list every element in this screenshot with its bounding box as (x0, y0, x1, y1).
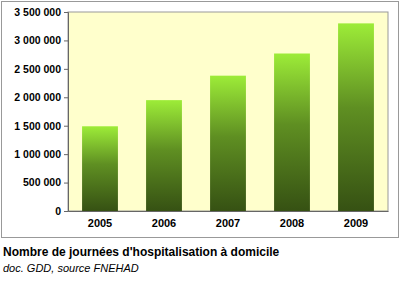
x-tick-label: 2006 (152, 217, 176, 229)
chart: 0 500 000 1 000 000 1 500 000 2 000 000 2 500… (0, 0, 402, 283)
y-tick-label: 1 500 000 (14, 120, 61, 132)
y-tick: 3 500 000 (14, 6, 68, 18)
y-tick-mark (64, 154, 68, 155)
y-axis-line (64, 13, 69, 212)
x-tick-label: 2009 (344, 217, 368, 229)
y-tick: 2 500 000 (14, 63, 68, 75)
subtitle: doc. GDD, source FNEHAD (3, 262, 139, 274)
plot-area (68, 12, 388, 211)
x-axis-line (69, 211, 389, 212)
y-tick-label: 3 500 000 (14, 6, 61, 18)
bar (274, 54, 310, 211)
y-tick: 1 500 000 (14, 120, 68, 132)
y-tick: 3 000 000 (14, 34, 68, 46)
y-tick-label: 3 000 000 (14, 34, 61, 46)
x-tick-label: 2007 (216, 217, 240, 229)
x-tick: 2005 (88, 211, 112, 229)
y-tick-label: 500 000 (23, 176, 61, 188)
y-tick-mark (64, 40, 68, 41)
x-tick: 2009 (344, 211, 368, 229)
y-tick-mark (64, 12, 68, 13)
chart-frame (2, 2, 399, 238)
bar (210, 76, 246, 211)
y-tick: 1 000 000 (14, 148, 68, 160)
y-tick: 2 000 000 (14, 91, 68, 103)
x-tick: 2008 (280, 211, 304, 229)
y-tick-label: 2 000 000 (14, 91, 61, 103)
bars (82, 23, 374, 211)
bar (338, 23, 374, 211)
y-tick-label: 2 500 000 (14, 63, 61, 75)
bar (146, 100, 182, 211)
title: Nombre de journées d'hospitalisation à d… (3, 245, 280, 259)
bar (82, 126, 118, 211)
x-tick-label: 2005 (88, 217, 112, 229)
y-tick: 500 000 (23, 176, 68, 188)
x-axis: 2005 2006 2007 2008 2009 (69, 211, 389, 229)
x-tick: 2007 (216, 211, 240, 229)
y-axis: 0 500 000 1 000 000 1 500 000 2 000 000 2 500… (14, 6, 68, 217)
y-tick-mark (64, 97, 68, 98)
plot: 0 500 000 1 000 000 1 500 000 2 000 000 2 500… (14, 6, 388, 229)
y-tick-label: 1 000 000 (14, 148, 61, 160)
y-tick-mark (64, 69, 68, 70)
y-tick-mark (64, 183, 68, 184)
y-tick-mark (64, 126, 68, 127)
y-tick-label: 0 (55, 205, 61, 217)
x-tick-label: 2008 (280, 217, 304, 229)
y-tick: 0 (55, 205, 68, 217)
y-tick-mark (64, 211, 68, 212)
x-tick: 2006 (152, 211, 176, 229)
